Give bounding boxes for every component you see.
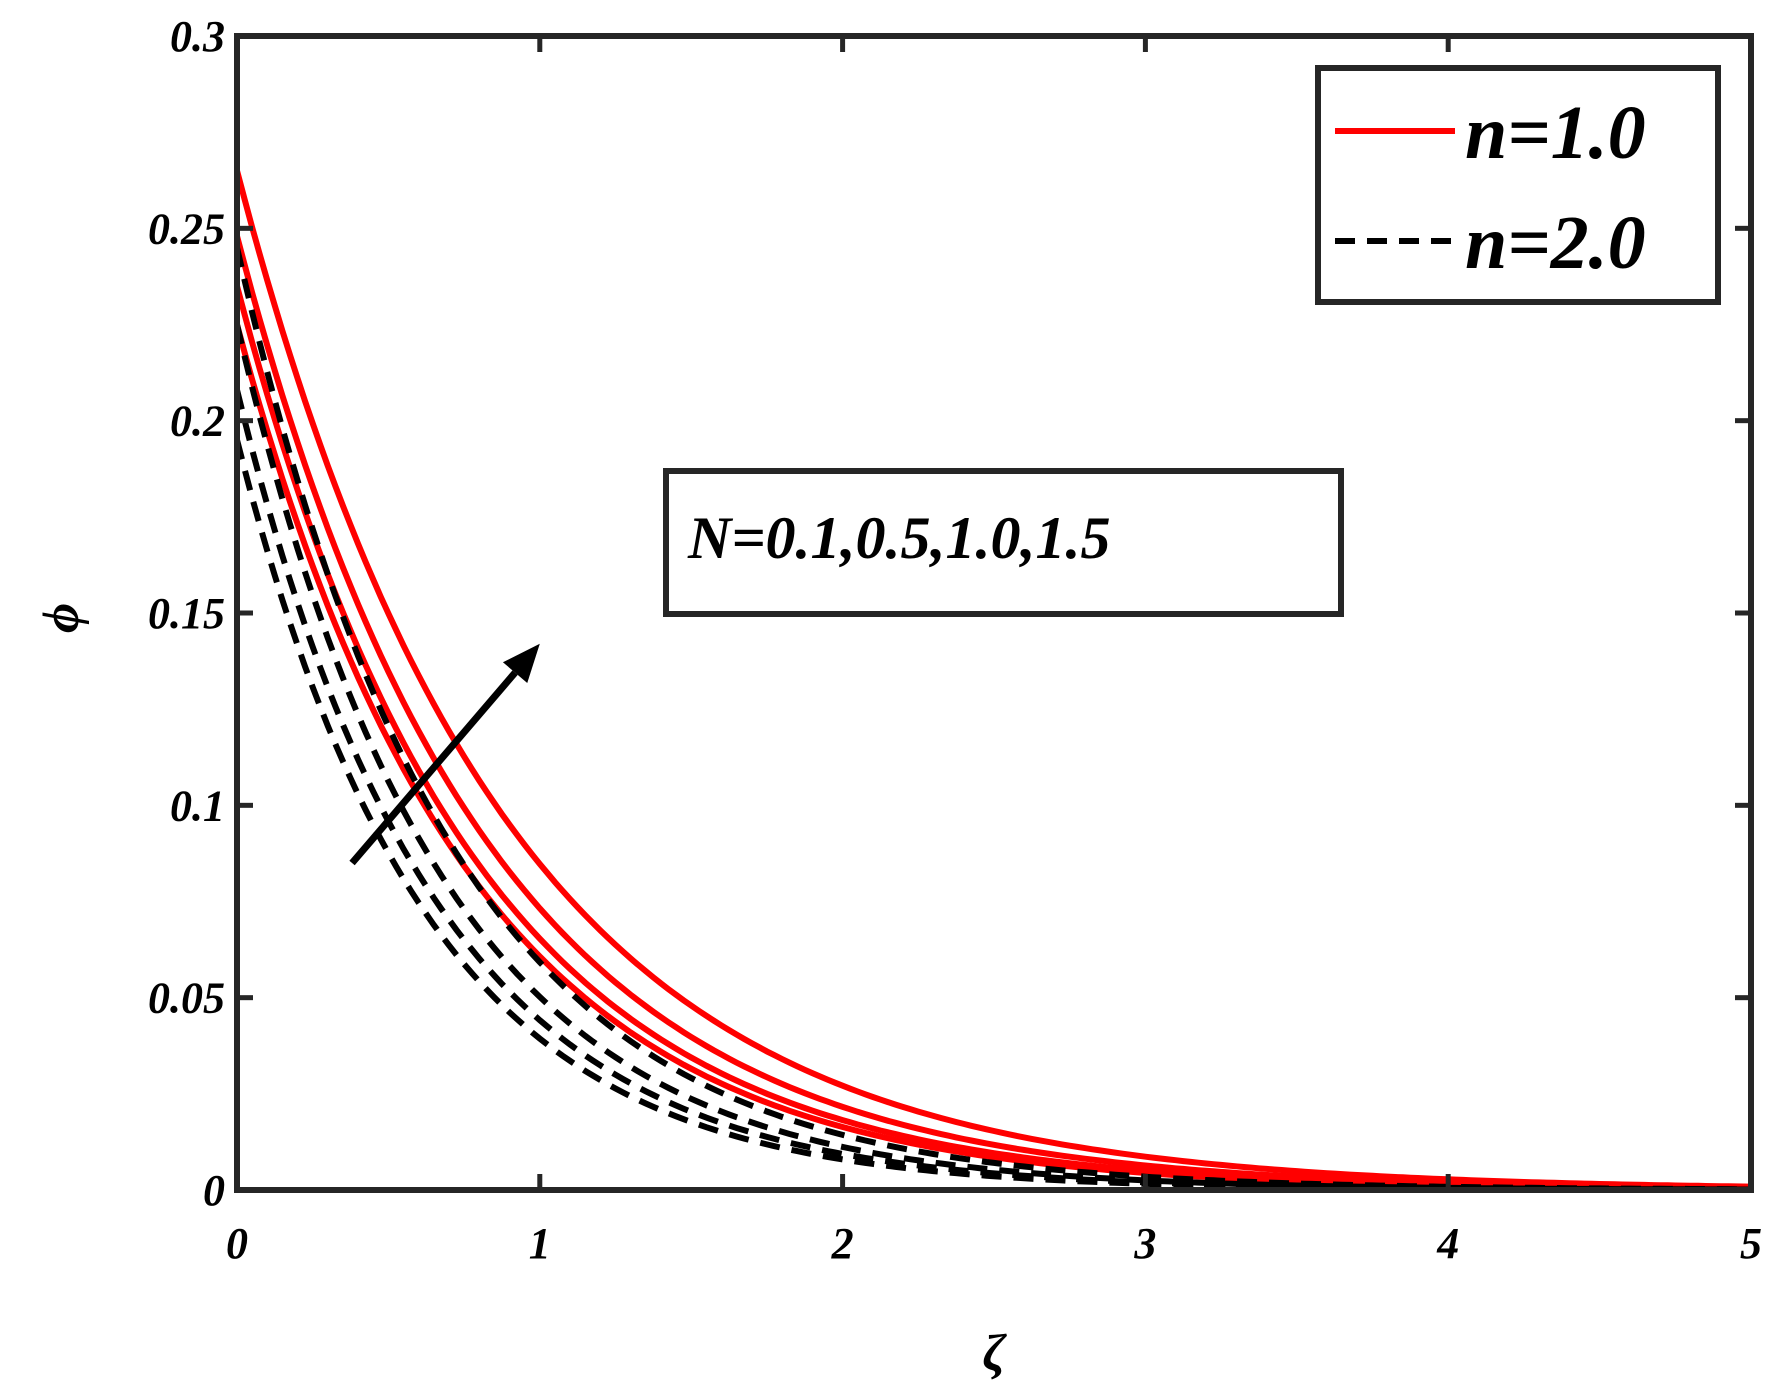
arrow-head — [502, 643, 540, 684]
x-tick-label: 0 — [226, 1219, 248, 1268]
series-line-4 — [234, 169, 1752, 1190]
annotation-text: N=0.1,0.5,1.0,1.5 — [687, 505, 1111, 571]
legend-box — [1315, 65, 1721, 305]
annotation: N=0.1,0.5,1.0,1.5 — [663, 468, 1344, 617]
x-tick-label: 5 — [1740, 1219, 1762, 1268]
legend-label-n2: n=2.0 — [1465, 201, 1646, 285]
y-axis-label: ϕ — [33, 603, 90, 633]
legend: n=1.0 n=2.0 — [1315, 65, 1721, 305]
plot-frame — [234, 33, 1754, 1193]
legend-label-n1: n=1.0 — [1465, 91, 1646, 175]
x-tick-label: 3 — [1133, 1219, 1156, 1268]
y-tick-label: 0.25 — [148, 204, 225, 253]
y-tick-label: 0 — [203, 1166, 225, 1215]
y-tick-label: 0.3 — [170, 12, 225, 61]
trend-arrow — [349, 643, 540, 866]
x-axis-label: ζ — [983, 1325, 1008, 1382]
y-tick-label: 0.05 — [148, 974, 225, 1023]
x-tick-label: 4 — [1436, 1219, 1459, 1268]
x-tick-label: 1 — [529, 1219, 551, 1268]
x-tick-label: 2 — [831, 1219, 854, 1268]
ticks: 0 1 2 3 4 5 0 0.05 0.1 0.15 0.2 0.25 0.3 — [148, 12, 1762, 1268]
y-tick-label: 0.1 — [170, 781, 225, 830]
y-tick-label: 0.2 — [170, 397, 225, 446]
arrow-shaft — [349, 670, 518, 866]
y-tick-label: 0.15 — [148, 589, 225, 638]
annotation-box — [663, 468, 1344, 617]
